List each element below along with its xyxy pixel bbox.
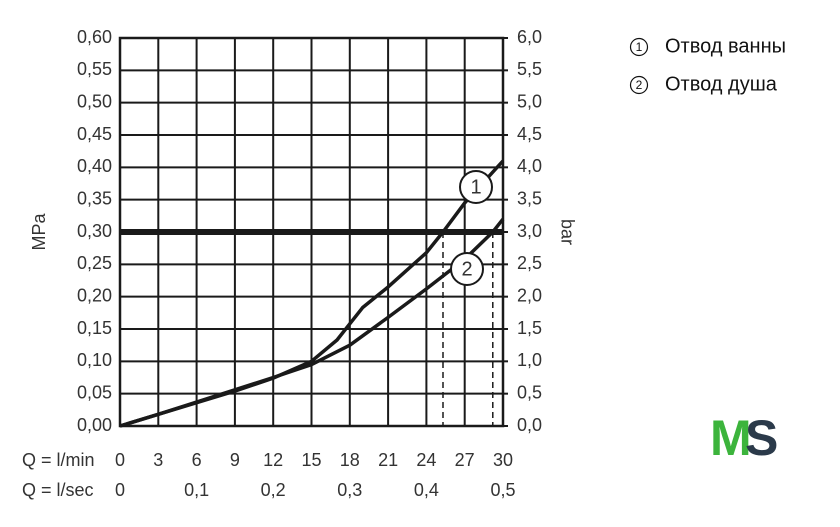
logo-m: M <box>710 410 752 466</box>
x-tick-label: 27 <box>455 450 475 470</box>
y2-tick-label: 6,0 <box>517 27 542 47</box>
y-tick-label: 0,10 <box>77 350 112 370</box>
y-tick-label: 0,50 <box>77 91 112 111</box>
legend-label: Отвод ванны <box>665 35 786 57</box>
y2-tick-label: 4,0 <box>517 156 542 176</box>
x-tick-label: 21 <box>378 450 398 470</box>
y2-tick-label: 0,0 <box>517 415 542 435</box>
x2-tick-label: 0,4 <box>414 480 439 500</box>
y-tick-label: 0,40 <box>77 156 112 176</box>
x-tick-label: 24 <box>416 450 436 470</box>
y2-tick-label: 2,5 <box>517 253 542 273</box>
x-tick-label: 3 <box>153 450 163 470</box>
y-tick-label: 0,25 <box>77 253 112 273</box>
y-tick-label: 0,00 <box>77 415 112 435</box>
curve-label-circle <box>459 170 493 204</box>
curve-label-circle <box>450 252 484 286</box>
legend-label: Отвод душа <box>665 73 778 95</box>
x2-tick-label: 0,3 <box>337 480 362 500</box>
x2-tick-label: 0,1 <box>184 480 209 500</box>
y-axis-label: MPa <box>29 213 49 251</box>
x-tick-label: 12 <box>263 450 283 470</box>
y-tick-label: 0,15 <box>77 318 112 338</box>
legend-marker-number: 2 <box>636 78 643 92</box>
legend-marker <box>629 37 649 57</box>
y2-tick-label: 3,5 <box>517 188 542 208</box>
y-tick-label: 0,20 <box>77 285 112 305</box>
legend-marker <box>629 75 649 95</box>
x-tick-label: 6 <box>192 450 202 470</box>
x-tick-label: 18 <box>340 450 360 470</box>
x-tick-label: 30 <box>493 450 513 470</box>
x-axis-label: Q = l/min <box>22 450 95 470</box>
y-tick-label: 0,35 <box>77 188 112 208</box>
y2-tick-label: 2,0 <box>517 285 542 305</box>
y-tick-label: 0,45 <box>77 124 112 144</box>
x-tick-label: 15 <box>301 450 321 470</box>
x2-tick-label: 0 <box>115 480 125 500</box>
y-tick-label: 0,60 <box>77 27 112 47</box>
y-tick-label: 0,55 <box>77 59 112 79</box>
y2-tick-label: 1,0 <box>517 350 542 370</box>
logo-s: S <box>745 410 778 466</box>
y2-tick-label: 0,5 <box>517 382 542 402</box>
x2-tick-label: 0,2 <box>261 480 286 500</box>
x-tick-label: 0 <box>115 450 125 470</box>
y2-tick-label: 4,5 <box>517 124 542 144</box>
y-tick-label: 0,05 <box>77 382 112 402</box>
y2-tick-label: 1,5 <box>517 318 542 338</box>
legend-marker-number: 1 <box>636 40 643 54</box>
y2-axis-label: bar <box>557 219 577 245</box>
y2-tick-label: 5,5 <box>517 59 542 79</box>
curve-label: 2 <box>461 258 472 280</box>
y2-tick-label: 5,0 <box>517 91 542 111</box>
x2-tick-label: 0,5 <box>490 480 515 500</box>
x-tick-label: 9 <box>230 450 240 470</box>
curve-label: 1 <box>470 176 481 198</box>
x2-axis-label: Q = l/sec <box>22 480 94 500</box>
y-tick-label: 0,30 <box>77 221 112 241</box>
y2-tick-label: 3,0 <box>517 221 542 241</box>
